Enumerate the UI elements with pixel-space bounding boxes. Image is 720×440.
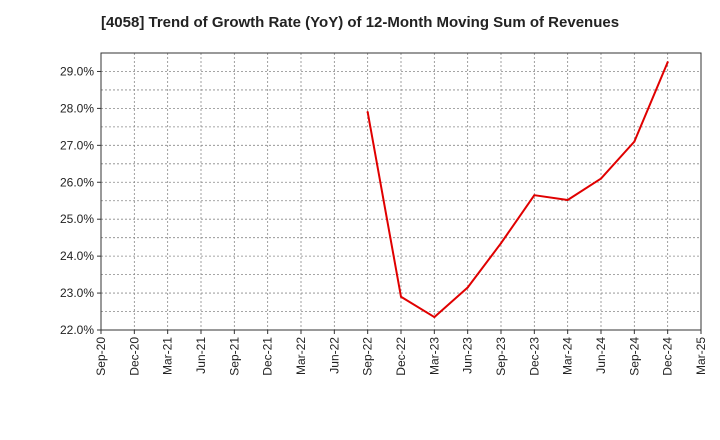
chart-title: [4058] Trend of Growth Rate (YoY) of 12-…: [100, 14, 620, 31]
data-point: [366, 111, 369, 114]
data-point: [666, 61, 669, 64]
data-point: [566, 198, 569, 201]
y-tick-label: 25.0%: [60, 212, 94, 226]
x-tick-label: Dec-23: [527, 337, 541, 376]
x-tick-label: Dec-21: [261, 337, 275, 376]
x-tick-label: Sep-24: [627, 337, 641, 376]
x-tick-label: Dec-20: [127, 337, 141, 376]
x-tick-label: Mar-21: [161, 337, 175, 375]
x-tick-label: Jun-23: [461, 337, 475, 374]
x-tick-label: Mar-25: [694, 337, 708, 375]
y-tick-label: 28.0%: [60, 101, 94, 115]
y-tick-label: 29.0%: [60, 64, 94, 78]
x-tick-label: Sep-22: [361, 337, 375, 376]
y-tick-label: 27.0%: [60, 138, 94, 152]
x-tick-label: Sep-21: [227, 337, 241, 376]
series-line: [366, 61, 669, 319]
x-tick-label: Jun-21: [194, 337, 208, 374]
data-point: [633, 140, 636, 143]
data-point: [400, 295, 402, 298]
y-tick-label: 24.0%: [60, 249, 94, 263]
x-tick-label: Jun-24: [594, 337, 608, 374]
x-tick-label: Sep-20: [94, 337, 108, 376]
y-tick-label: 22.0%: [60, 323, 94, 337]
x-tick-label: Mar-22: [294, 337, 308, 375]
plot-area: [101, 53, 701, 330]
data-point: [433, 316, 436, 319]
y-tick-label: 26.0%: [60, 175, 94, 189]
data-point: [600, 177, 602, 180]
x-tick-label: Mar-24: [561, 337, 575, 375]
data-point: [466, 286, 469, 289]
data-point: [500, 242, 502, 245]
x-tick-label: Dec-22: [394, 337, 408, 376]
y-tick-label: 23.0%: [60, 286, 94, 300]
data-point: [533, 194, 536, 197]
x-tick-label: Sep-23: [494, 337, 508, 376]
x-tick-label: Mar-23: [427, 337, 441, 375]
x-tick-label: Dec-24: [661, 337, 675, 376]
x-tick-label: Jun-22: [327, 337, 341, 374]
